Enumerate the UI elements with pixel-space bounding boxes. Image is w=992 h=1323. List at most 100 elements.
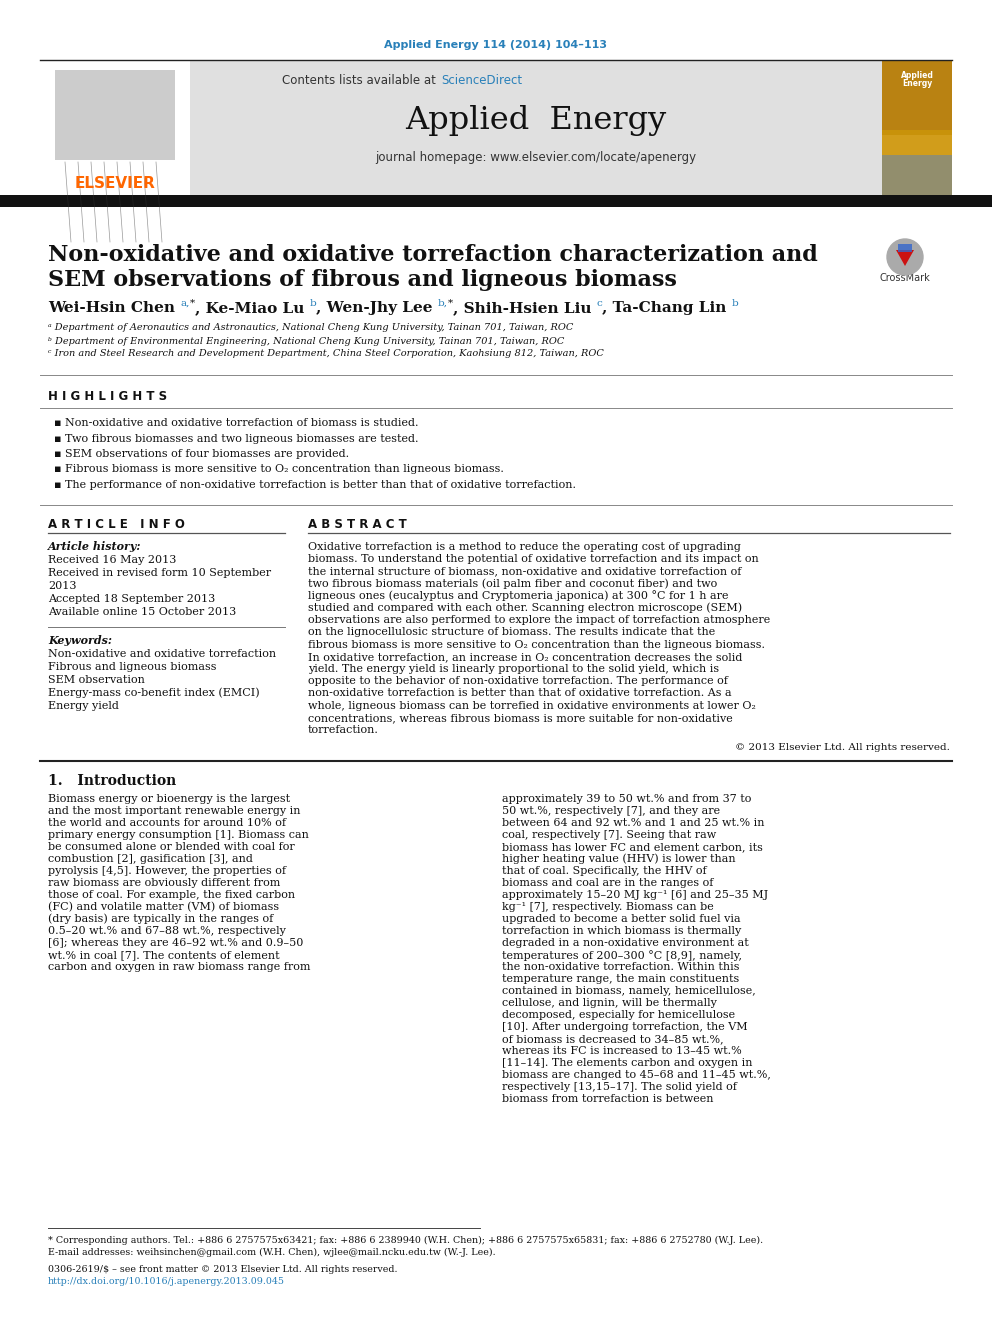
Text: Contents lists available at: Contents lists available at	[283, 74, 440, 86]
Text: journal homepage: www.elsevier.com/locate/apenergy: journal homepage: www.elsevier.com/locat…	[375, 152, 696, 164]
Text: observations are also performed to explore the impact of torrefaction atmosphere: observations are also performed to explo…	[308, 615, 770, 626]
Text: http://dx.doi.org/10.1016/j.apenergy.2013.09.045: http://dx.doi.org/10.1016/j.apenergy.201…	[48, 1278, 285, 1286]
Text: the non-oxidative torrefaction. Within this: the non-oxidative torrefaction. Within t…	[502, 962, 739, 972]
Text: ᵇ Department of Environmental Engineering, National Cheng Kung University, Taina: ᵇ Department of Environmental Engineerin…	[48, 336, 564, 345]
Text: b: b	[310, 299, 316, 307]
Text: decomposed, especially for hemicellulose: decomposed, especially for hemicellulose	[502, 1011, 735, 1020]
Text: Received in revised form 10 September: Received in revised form 10 September	[48, 568, 271, 578]
Text: ScienceDirect: ScienceDirect	[441, 74, 522, 86]
Text: ▪ SEM observations of four biomasses are provided.: ▪ SEM observations of four biomasses are…	[54, 448, 349, 459]
Text: pyrolysis [4,5]. However, the properties of: pyrolysis [4,5]. However, the properties…	[48, 867, 286, 876]
Text: those of coal. For example, the fixed carbon: those of coal. For example, the fixed ca…	[48, 890, 296, 900]
Text: (FC) and volatile matter (VM) of biomass: (FC) and volatile matter (VM) of biomass	[48, 902, 279, 913]
Text: approximately 39 to 50 wt.% and from 37 to: approximately 39 to 50 wt.% and from 37 …	[502, 794, 751, 804]
Text: coal, respectively [7]. Seeing that raw: coal, respectively [7]. Seeing that raw	[502, 831, 716, 840]
Text: on the lignocellulosic structure of biomass. The results indicate that the: on the lignocellulosic structure of biom…	[308, 627, 715, 638]
Text: the world and accounts for around 10% of: the world and accounts for around 10% of	[48, 818, 286, 828]
Text: upgraded to become a better solid fuel via: upgraded to become a better solid fuel v…	[502, 914, 741, 925]
Text: Energy yield: Energy yield	[48, 701, 119, 710]
Bar	[882, 135, 952, 194]
Text: 2013: 2013	[48, 581, 76, 591]
Text: ligneous ones (eucalyptus and Cryptomeria japonica) at 300 °C for 1 h are: ligneous ones (eucalyptus and Cryptomeri…	[308, 590, 728, 601]
Text: CrossMark: CrossMark	[880, 273, 930, 283]
Bar	[898, 243, 912, 251]
Text: (dry basis) are typically in the ranges of: (dry basis) are typically in the ranges …	[48, 914, 273, 925]
Text: H I G H L I G H T S: H I G H L I G H T S	[48, 390, 167, 404]
Text: Applied  Energy: Applied Energy	[406, 105, 667, 135]
Text: ▪ Non-oxidative and oxidative torrefaction of biomass is studied.: ▪ Non-oxidative and oxidative torrefacti…	[54, 418, 419, 429]
Text: non-oxidative torrefaction is better than that of oxidative torrefaction. As a: non-oxidative torrefaction is better tha…	[308, 688, 732, 699]
Text: Wei-Hsin Chen: Wei-Hsin Chen	[48, 302, 181, 315]
Text: of biomass is decreased to 34–85 wt.%,: of biomass is decreased to 34–85 wt.%,	[502, 1035, 723, 1044]
Text: higher heating value (HHV) is lower than: higher heating value (HHV) is lower than	[502, 853, 736, 864]
Text: Fibrous and ligneous biomass: Fibrous and ligneous biomass	[48, 662, 216, 672]
Text: whereas its FC is increased to 13–45 wt.%: whereas its FC is increased to 13–45 wt.…	[502, 1046, 742, 1056]
Text: studied and compared with each other. Scanning electron microscope (SEM): studied and compared with each other. Sc…	[308, 603, 742, 614]
Text: cellulose, and lignin, will be thermally: cellulose, and lignin, will be thermally	[502, 998, 717, 1008]
Text: SEM observations of fibrous and ligneous biomass: SEM observations of fibrous and ligneous…	[48, 269, 677, 291]
Text: biomass. To understand the potential of oxidative torrefaction and its impact on: biomass. To understand the potential of …	[308, 554, 759, 564]
Text: raw biomass are obviously different from: raw biomass are obviously different from	[48, 878, 281, 888]
Bar	[882, 155, 952, 194]
Text: biomass from torrefaction is between: biomass from torrefaction is between	[502, 1094, 713, 1105]
Text: primary energy consumption [1]. Biomass can: primary energy consumption [1]. Biomass …	[48, 831, 309, 840]
Text: Available online 15 October 2013: Available online 15 October 2013	[48, 607, 236, 617]
Text: Applied: Applied	[901, 70, 933, 79]
Text: SEM observation: SEM observation	[48, 675, 145, 685]
Text: Applied Energy 114 (2014) 104–113: Applied Energy 114 (2014) 104–113	[385, 40, 607, 50]
Text: wt.% in coal [7]. The contents of element: wt.% in coal [7]. The contents of elemen…	[48, 950, 280, 960]
Text: opposite to the behavior of non-oxidative torrefaction. The performance of: opposite to the behavior of non-oxidativ…	[308, 676, 728, 687]
Text: concentrations, whereas fibrous biomass is more suitable for non-oxidative: concentrations, whereas fibrous biomass …	[308, 713, 733, 722]
Text: Keywords:: Keywords:	[48, 635, 112, 647]
Text: b: b	[732, 299, 739, 307]
Text: approximately 15–20 MJ kg⁻¹ [6] and 25–35 MJ: approximately 15–20 MJ kg⁻¹ [6] and 25–3…	[502, 890, 768, 900]
Text: A R T I C L E   I N F O: A R T I C L E I N F O	[48, 519, 185, 532]
Text: torrefaction in which biomass is thermally: torrefaction in which biomass is thermal…	[502, 926, 741, 937]
Bar	[882, 60, 952, 130]
Text: ELSEVIER: ELSEVIER	[74, 176, 156, 191]
Text: temperatures of 200–300 °C [8,9], namely,: temperatures of 200–300 °C [8,9], namely…	[502, 950, 742, 960]
Text: A B S T R A C T: A B S T R A C T	[308, 519, 407, 532]
Bar	[882, 60, 952, 194]
Text: whole, ligneous biomass can be torrefied in oxidative environments at lower O₂: whole, ligneous biomass can be torrefied…	[308, 701, 756, 710]
Text: biomass has lower FC and element carbon, its: biomass has lower FC and element carbon,…	[502, 843, 763, 852]
Text: combustion [2], gasification [3], and: combustion [2], gasification [3], and	[48, 855, 253, 864]
Text: that of coal. Specifically, the HHV of: that of coal. Specifically, the HHV of	[502, 867, 706, 876]
Circle shape	[887, 239, 923, 275]
Text: Non-oxidative and oxidative torrefaction: Non-oxidative and oxidative torrefaction	[48, 650, 276, 659]
Text: , Shih-Hsien Liu: , Shih-Hsien Liu	[453, 302, 597, 315]
Text: two fibrous biomass materials (oil palm fiber and coconut fiber) and two: two fibrous biomass materials (oil palm …	[308, 578, 717, 589]
Text: temperature range, the main constituents: temperature range, the main constituents	[502, 974, 739, 984]
Text: ▪ Fibrous biomass is more sensitive to O₂ concentration than ligneous biomass.: ▪ Fibrous biomass is more sensitive to O…	[54, 464, 504, 475]
Text: kg⁻¹ [7], respectively. Biomass can be: kg⁻¹ [7], respectively. Biomass can be	[502, 902, 714, 912]
Text: ᵃ Department of Aeronautics and Astronautics, National Cheng Kung University, Ta: ᵃ Department of Aeronautics and Astronau…	[48, 324, 573, 332]
Text: In oxidative torrefaction, an increase in O₂ concentration decreases the solid: In oxidative torrefaction, an increase i…	[308, 652, 742, 662]
Text: torrefaction.: torrefaction.	[308, 725, 379, 736]
Text: © 2013 Elsevier Ltd. All rights reserved.: © 2013 Elsevier Ltd. All rights reserved…	[735, 742, 950, 751]
Text: * Corresponding authors. Tel.: +886 6 2757575x63421; fax: +886 6 2389940 (W.H. C: * Corresponding authors. Tel.: +886 6 27…	[48, 1236, 763, 1245]
Text: degraded in a non-oxidative environment at: degraded in a non-oxidative environment …	[502, 938, 749, 949]
Text: Biomass energy or bioenergy is the largest: Biomass energy or bioenergy is the large…	[48, 794, 290, 804]
Text: Article history:: Article history:	[48, 541, 142, 553]
Text: ▪ Two fibrous biomasses and two ligneous biomasses are tested.: ▪ Two fibrous biomasses and two ligneous…	[54, 434, 419, 443]
Text: [11–14]. The elements carbon and oxygen in: [11–14]. The elements carbon and oxygen …	[502, 1058, 753, 1068]
Bar	[0, 194, 992, 206]
Text: Energy-mass co-benefit index (EMCI): Energy-mass co-benefit index (EMCI)	[48, 688, 260, 699]
Text: biomass are changed to 45–68 and 11–45 wt.%,: biomass are changed to 45–68 and 11–45 w…	[502, 1070, 771, 1080]
Text: , Ke-Miao Lu: , Ke-Miao Lu	[194, 302, 310, 315]
Text: 0.5–20 wt.% and 67–88 wt.%, respectively: 0.5–20 wt.% and 67–88 wt.%, respectively	[48, 926, 286, 937]
Text: E-mail addresses: weihsinchen@gmail.com (W.H. Chen), wjlee@mail.ncku.edu.tw (W.-: E-mail addresses: weihsinchen@gmail.com …	[48, 1248, 496, 1257]
Text: the internal structure of biomass, non-oxidative and oxidative torrefaction of: the internal structure of biomass, non-o…	[308, 566, 741, 577]
Text: between 64 and 92 wt.% and 1 and 25 wt.% in: between 64 and 92 wt.% and 1 and 25 wt.%…	[502, 818, 765, 828]
Text: b,: b,	[437, 299, 447, 307]
Text: biomass and coal are in the ranges of: biomass and coal are in the ranges of	[502, 878, 713, 888]
Text: Energy: Energy	[902, 78, 932, 87]
Text: [6]; whereas they are 46–92 wt.% and 0.9–50: [6]; whereas they are 46–92 wt.% and 0.9…	[48, 938, 304, 949]
Text: Received 16 May 2013: Received 16 May 2013	[48, 556, 177, 565]
Text: [10]. After undergoing torrefaction, the VM: [10]. After undergoing torrefaction, the…	[502, 1023, 748, 1032]
Text: 50 wt.%, respectively [7], and they are: 50 wt.%, respectively [7], and they are	[502, 806, 720, 816]
Text: , Ta-Chang Lin: , Ta-Chang Lin	[602, 302, 732, 315]
Text: respectively [13,15–17]. The solid yield of: respectively [13,15–17]. The solid yield…	[502, 1082, 737, 1093]
Text: *: *	[189, 299, 194, 307]
Text: Accepted 18 September 2013: Accepted 18 September 2013	[48, 594, 215, 605]
